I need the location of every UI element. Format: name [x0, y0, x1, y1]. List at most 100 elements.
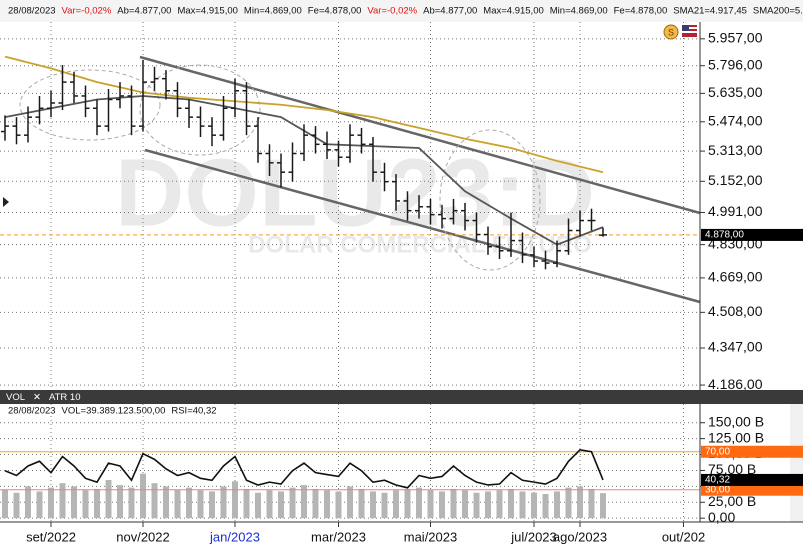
header-item: Var=-0,02% [62, 6, 112, 17]
header-item: Var=-0,02% [367, 6, 417, 17]
volume-bar [82, 490, 89, 519]
volume-bar [577, 486, 583, 519]
volume-bar [197, 490, 204, 519]
header-item: 28/08/2023 [8, 406, 56, 417]
volume-bar [473, 492, 480, 519]
last-price-box [701, 228, 803, 241]
volume-bar [358, 488, 365, 519]
header-item: Fe=4.878,00 [614, 6, 668, 17]
tab[interactable]: ✕ [33, 392, 41, 403]
volume-bar [48, 487, 54, 519]
volume-bar [174, 489, 181, 519]
y-tick-label: 125,00 B [708, 429, 764, 445]
volume-bar [347, 486, 353, 519]
currency-icon-symbol: S [668, 27, 674, 37]
volume-header: 28/08/2023 VOL=39.389.123.500,00 RSI=40,32 [8, 406, 217, 417]
header-item: Ab=4.877,00 [423, 6, 477, 17]
band-ellipse [139, 64, 261, 156]
y-tick-label: 4.347,00 [708, 339, 763, 355]
x-tick-label: nov/2022 [116, 529, 170, 544]
watermark: DOLU23:D [115, 139, 595, 246]
rsi-level-label: 30,00 [705, 484, 730, 495]
volume-bar [301, 485, 307, 519]
channel-upper [139, 55, 701, 215]
band-ellipse [439, 129, 541, 271]
header-item: RSI=40,32 [171, 406, 216, 417]
volume-bar [462, 490, 468, 519]
y-tick-label: 4.991,00 [708, 203, 763, 219]
x-tick-label: jan/2023 [209, 529, 260, 544]
y-tick-label: 4.669,00 [708, 269, 763, 285]
rsi-level-box [701, 483, 803, 496]
volume-bar [186, 487, 192, 519]
volume-bar [588, 488, 595, 519]
tab[interactable]: VOL [6, 392, 25, 403]
last-price-label: 4.878,00 [705, 230, 744, 241]
volume-bar [381, 492, 388, 519]
x-axis: set/2022 nov/2022 jan/2023 mar/2023 mai/2023… [26, 522, 705, 544]
rsi-last-box [701, 473, 803, 486]
header-item: SMA200=5.200,58 [753, 6, 803, 17]
flag-stripe [682, 31, 697, 33]
header-item: SMA21=4.917,45 [673, 6, 747, 17]
volume-bar [71, 486, 77, 519]
x-tick-label: mai/2023 [404, 529, 457, 544]
volume-bar [255, 492, 261, 519]
rsi-level-label: 70,00 [705, 446, 730, 457]
volume-bar [324, 490, 330, 519]
tab-bar [0, 390, 803, 404]
header-item: Min=4.869,00 [244, 6, 302, 17]
channel-lower [144, 148, 701, 304]
moving-average [4, 55, 604, 174]
volume-bar [312, 488, 319, 519]
y-tick-label: 75,00 B [708, 461, 756, 477]
tabs: VOL ✕ ATR 10 [6, 392, 81, 403]
volume-bar [496, 490, 503, 519]
volume-bar [600, 493, 606, 519]
volume-bar [289, 487, 296, 519]
scrollbar [790, 404, 803, 522]
volume-bar [450, 488, 457, 519]
x-tick-label: jul/2023 [510, 529, 557, 544]
y-tick-label: 0,00 [708, 509, 735, 525]
y-tick-label: 5.796,00 [708, 56, 763, 72]
tab[interactable]: ATR 10 [49, 392, 81, 403]
y-tick-label: 5.152,00 [708, 172, 763, 188]
volume-bar [266, 490, 273, 519]
price-grid: 5.957,00 5.796,00 5.635,00 5.474,00 5.313,00… [0, 22, 763, 392]
volume-bar [232, 481, 238, 519]
y-tick-label: 5.957,00 [708, 30, 763, 46]
y-tick-label: 4.186,00 [708, 376, 763, 392]
price-plot: 4.878,00 [0, 55, 803, 270]
header-item: Ab=4.877,00 [117, 6, 171, 17]
x-tick-label: mar/2023 [311, 529, 366, 544]
rsi-level-box [701, 445, 803, 458]
volume-bar [404, 488, 411, 519]
scroll-arrow[interactable] [3, 197, 9, 207]
volume-bar [209, 491, 215, 519]
price-header: 28/08/2023 Var=-0,02% Ab=4.877,00 Max=4.915… [8, 6, 803, 17]
header-bar [0, 0, 803, 22]
volume-bar [565, 487, 572, 519]
currency-icon [663, 24, 679, 40]
flag-canton [682, 25, 689, 31]
volume-bar [59, 483, 66, 519]
y-tick-label: 5.635,00 [708, 84, 763, 100]
volume-bar [94, 488, 100, 519]
volume-bar [542, 494, 549, 519]
volume-bar [36, 491, 43, 519]
volume-bar [278, 491, 284, 519]
volume-bar [105, 480, 112, 519]
header-item: Min=4.869,00 [550, 6, 608, 17]
y-tick-label: 5.313,00 [708, 142, 763, 158]
y-tick-label: 5.474,00 [708, 113, 763, 129]
flag-stripe [682, 27, 697, 29]
y-tick-label: 150,00 B [708, 413, 764, 429]
volume-bar [370, 491, 376, 519]
volume-bar [427, 490, 434, 519]
volume-bar [151, 483, 158, 519]
header-item: Max=4.915,00 [177, 6, 237, 17]
